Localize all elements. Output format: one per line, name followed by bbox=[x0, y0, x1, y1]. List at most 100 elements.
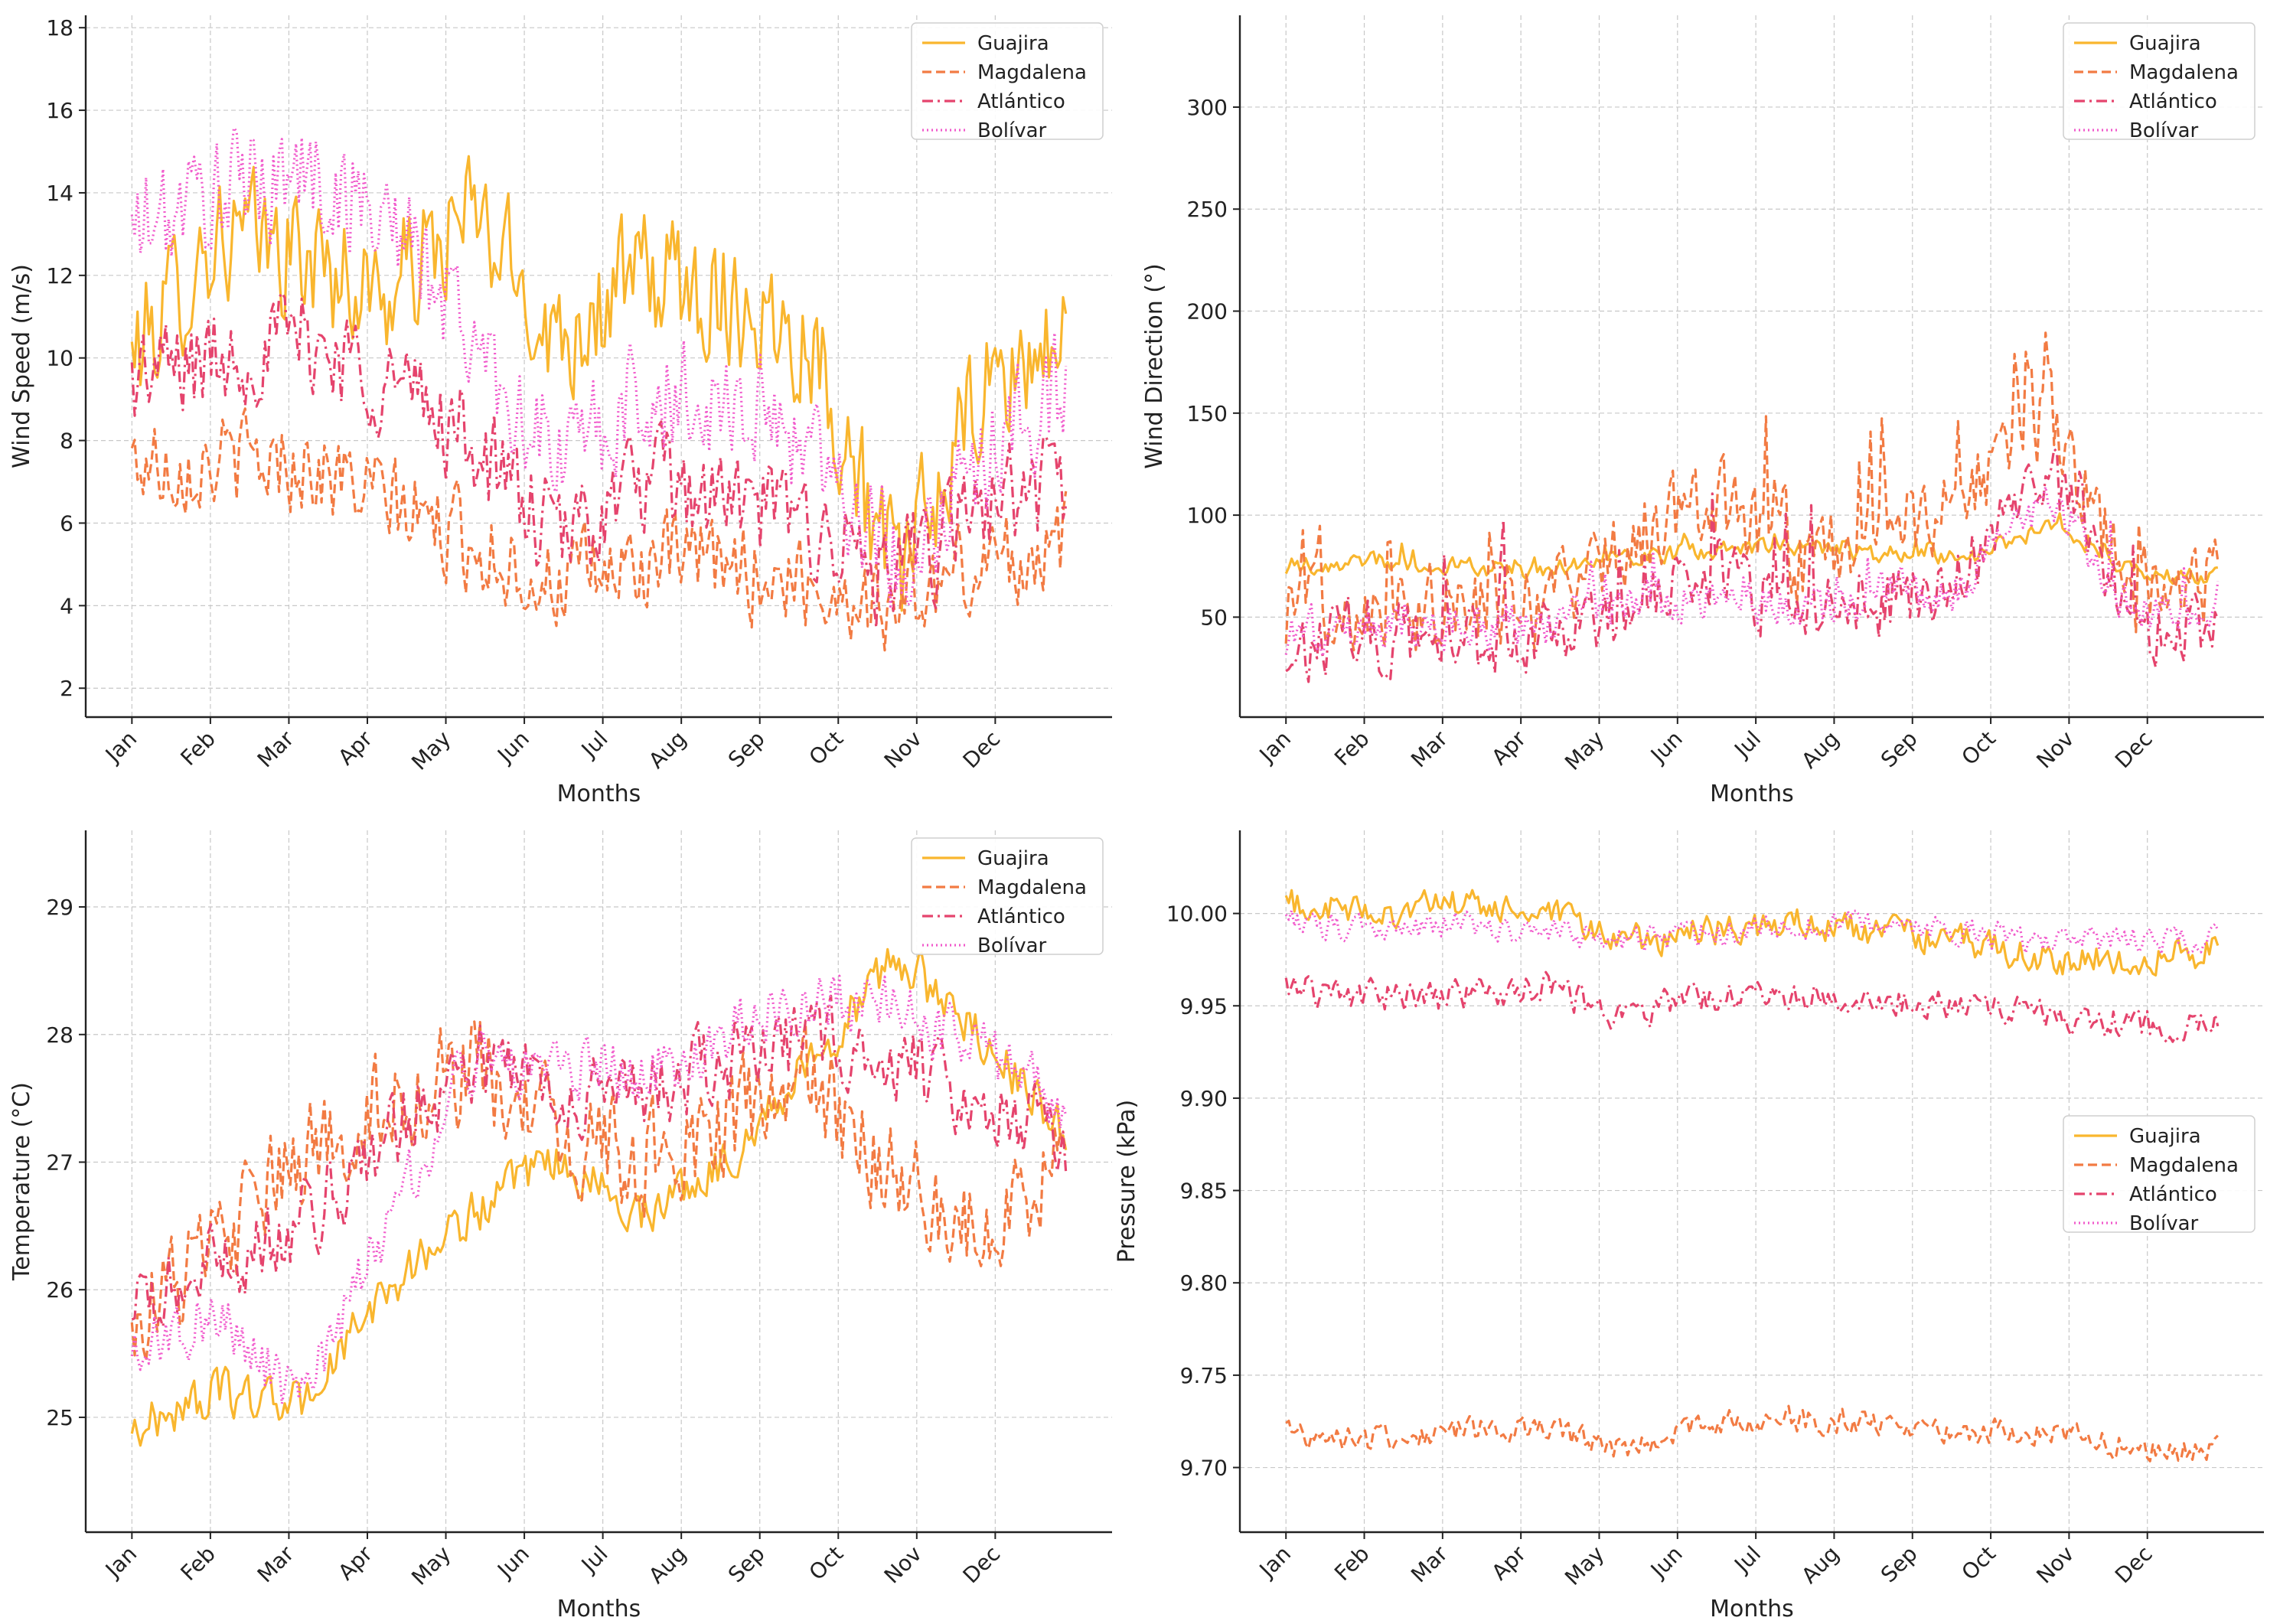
y-tick-label: 14 bbox=[46, 181, 73, 206]
chart-panel-3: 25 26 27 28 29 Jan Feb Mar Apr May Jun Jul Aug Sep Oct… bbox=[8, 830, 1112, 1622]
x-tick-label: Nov bbox=[879, 726, 927, 774]
x-tick-label: Jan bbox=[1254, 1541, 1296, 1583]
x-tick-label: Sep bbox=[723, 726, 770, 773]
x-tick-label: Jul bbox=[576, 726, 613, 764]
y-axis-label: Wind Speed (m/s) bbox=[8, 264, 35, 468]
y-tick-label: 9.75 bbox=[1180, 1363, 1228, 1388]
legend-label: Guajira bbox=[2129, 32, 2201, 55]
x-tick-label: Jul bbox=[576, 1541, 613, 1579]
x-tick-label: Apr bbox=[1487, 1541, 1531, 1585]
x-tick-label: Jul bbox=[1728, 726, 1766, 764]
legend-label: Bolívar bbox=[977, 934, 1047, 957]
series-line-atlntico bbox=[130, 292, 1068, 629]
legend-box bbox=[911, 837, 1104, 955]
series-line-guajira bbox=[1284, 889, 2220, 977]
x-tick-label: May bbox=[1560, 726, 1609, 775]
series-lines bbox=[130, 126, 1068, 652]
y-axis-label: Temperature (°C) bbox=[8, 1082, 35, 1281]
series-line-bolvar bbox=[130, 974, 1068, 1405]
legend-label: Bolívar bbox=[2129, 1212, 2199, 1235]
chart-panel-2: 50 100 150 200 250 300 Jan Feb Mar Apr May Jun Jul Au… bbox=[1141, 15, 2264, 807]
x-tick-label: Oct bbox=[804, 1541, 849, 1586]
y-tick-label: 9.95 bbox=[1180, 993, 1228, 1019]
y-tick-label: 6 bbox=[60, 510, 73, 536]
y-tick-label: 150 bbox=[1187, 401, 1228, 426]
y-tick-label: 18 bbox=[46, 15, 73, 41]
x-tick-label: Apr bbox=[1487, 726, 1531, 770]
legend-label: Atlántico bbox=[977, 905, 1065, 928]
x-tick-label: Jun bbox=[491, 726, 534, 769]
x-tick-label: Apr bbox=[333, 726, 377, 770]
legend: Guajira Magdalena Atlántico Bolívar bbox=[911, 837, 1104, 957]
x-tick-label: May bbox=[406, 726, 455, 775]
series-line-magdalena bbox=[1285, 1404, 2219, 1463]
y-tick-label: 27 bbox=[46, 1150, 73, 1175]
x-tick-label: Feb bbox=[175, 726, 220, 771]
x-tick-label: Oct bbox=[1956, 1541, 2001, 1586]
x-tick-label: Dec bbox=[2110, 1541, 2158, 1589]
legend-label: Atlántico bbox=[2129, 1183, 2217, 1206]
legend-label: Magdalena bbox=[977, 61, 1087, 84]
y-tick-label: 200 bbox=[1187, 299, 1228, 324]
x-tick-label: Dec bbox=[958, 1541, 1006, 1589]
legend-label: Bolívar bbox=[977, 119, 1047, 142]
series-lines bbox=[1284, 889, 2220, 1463]
legend-box bbox=[2063, 1115, 2256, 1233]
legend: Guajira Magdalena Atlántico Bolívar bbox=[911, 22, 1104, 142]
y-tick-label: 2 bbox=[60, 676, 73, 701]
y-tick-label: 300 bbox=[1187, 95, 1228, 120]
x-tick-label: Jul bbox=[1728, 1541, 1766, 1579]
x-tick-label: Feb bbox=[175, 1541, 220, 1586]
x-tick-label: Mar bbox=[253, 1541, 299, 1587]
series-lines bbox=[130, 947, 1068, 1447]
y-axis-label: Wind Direction (°) bbox=[1141, 263, 1168, 468]
x-tick-label: Jan bbox=[1254, 726, 1296, 768]
legend-label: Guajira bbox=[2129, 1125, 2201, 1148]
x-tick-label: Apr bbox=[333, 1541, 377, 1585]
legend-label: Guajira bbox=[977, 32, 1049, 55]
series-line-bolvar bbox=[130, 126, 1068, 608]
y-tick-label: 12 bbox=[46, 263, 73, 289]
x-tick-label: Jan bbox=[99, 726, 142, 768]
y-tick-label: 28 bbox=[46, 1022, 73, 1048]
series-line-atlntico bbox=[131, 994, 1068, 1329]
x-axis-label: Months bbox=[557, 781, 641, 807]
series-lines bbox=[1284, 331, 2220, 683]
legend-box bbox=[911, 22, 1104, 140]
x-tick-label: Oct bbox=[804, 726, 849, 771]
series-line-magdalena bbox=[1284, 331, 2220, 652]
x-tick-label: Mar bbox=[1406, 1541, 1453, 1587]
x-tick-label: Aug bbox=[1796, 726, 1844, 774]
legend: Guajira Magdalena Atlántico Bolívar bbox=[2063, 22, 2256, 142]
series-line-magdalena bbox=[130, 1020, 1066, 1362]
y-tick-label: 16 bbox=[46, 98, 73, 123]
y-tick-label: 9.90 bbox=[1180, 1086, 1228, 1111]
y-tick-label: 250 bbox=[1187, 197, 1228, 222]
y-tick-label: 9.70 bbox=[1180, 1456, 1228, 1481]
legend-label: Bolívar bbox=[2129, 119, 2199, 142]
x-tick-label: Sep bbox=[1876, 1541, 1923, 1588]
x-tick-label: May bbox=[406, 1541, 455, 1590]
y-tick-label: 8 bbox=[60, 429, 73, 454]
x-axis-label: Months bbox=[1710, 781, 1794, 807]
x-tick-label: Aug bbox=[644, 726, 691, 774]
x-tick-label: Dec bbox=[2110, 726, 2158, 774]
x-tick-label: May bbox=[1560, 1541, 1609, 1590]
series-line-atlntico bbox=[1284, 970, 2220, 1044]
x-tick-label: Nov bbox=[879, 1541, 927, 1589]
x-tick-label: Feb bbox=[1329, 726, 1374, 771]
x-tick-label: Sep bbox=[1876, 726, 1923, 773]
x-tick-label: Jun bbox=[1645, 1541, 1688, 1584]
x-tick-label: Feb bbox=[1329, 1541, 1374, 1586]
series-line-magdalena bbox=[130, 407, 1068, 652]
legend-label: Atlántico bbox=[2129, 90, 2217, 113]
x-tick-label: Aug bbox=[644, 1541, 691, 1589]
x-axis-label: Months bbox=[1710, 1596, 1794, 1622]
y-tick-label: 29 bbox=[46, 895, 73, 920]
series-line-guajira bbox=[1284, 512, 2219, 585]
y-tick-label: 26 bbox=[46, 1277, 73, 1303]
x-tick-label: Jun bbox=[1645, 726, 1688, 769]
x-tick-label: Dec bbox=[958, 726, 1006, 774]
x-tick-label: Nov bbox=[2031, 726, 2079, 774]
